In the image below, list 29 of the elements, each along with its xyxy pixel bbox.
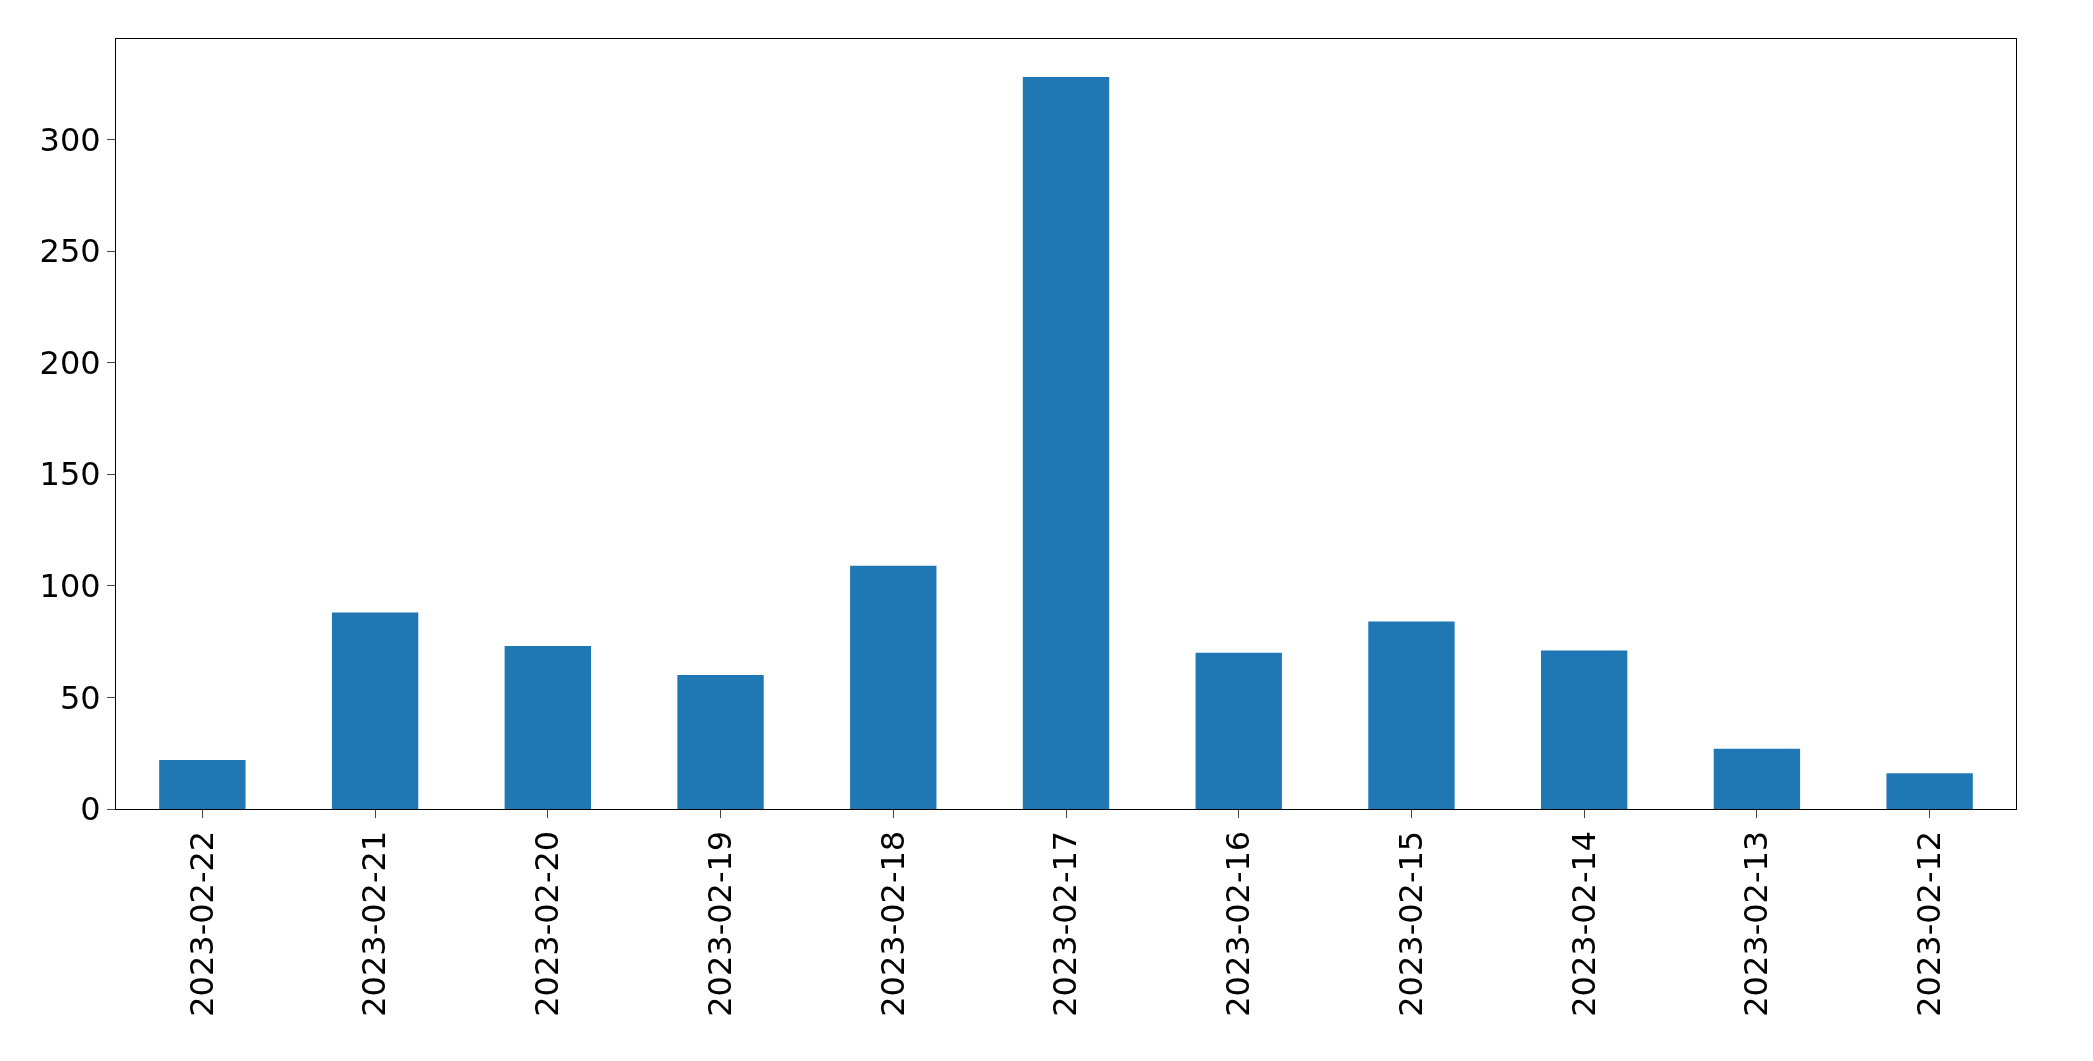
x-tick-label: 2023-02-18 (873, 830, 912, 1017)
x-tick-label: 2023-02-13 (1737, 830, 1776, 1017)
bar (1195, 652, 1282, 809)
bar (159, 759, 246, 809)
x-tick-label: 2023-02-19 (700, 830, 739, 1017)
y-tick-label: 200 (39, 343, 101, 382)
x-tick-label: 2023-02-20 (528, 830, 567, 1017)
bar (1541, 650, 1628, 809)
bar (677, 675, 764, 809)
y-tick-label: 0 (80, 790, 101, 829)
bar (1368, 621, 1455, 809)
x-tick-label: 2023-02-16 (1219, 830, 1258, 1017)
x-tick-label: 2023-02-17 (1046, 830, 1085, 1017)
y-tick-label: 250 (39, 232, 101, 271)
x-tick-label: 2023-02-15 (1391, 830, 1430, 1017)
x-tick-label: 2023-02-22 (182, 830, 221, 1017)
x-tick-label: 2023-02-14 (1564, 830, 1603, 1017)
bar (1022, 76, 1110, 809)
bar (1886, 773, 1973, 809)
bar (1713, 748, 1801, 809)
x-tick-label: 2023-02-21 (355, 830, 394, 1017)
y-tick-label: 150 (39, 455, 101, 494)
y-tick-label: 300 (39, 120, 101, 159)
y-tick-label: 50 (59, 678, 101, 717)
bar (331, 612, 419, 809)
x-tick-label: 2023-02-12 (1910, 830, 1949, 1017)
bar (504, 646, 591, 809)
y-tick-label: 100 (39, 567, 101, 606)
bar (850, 565, 937, 809)
